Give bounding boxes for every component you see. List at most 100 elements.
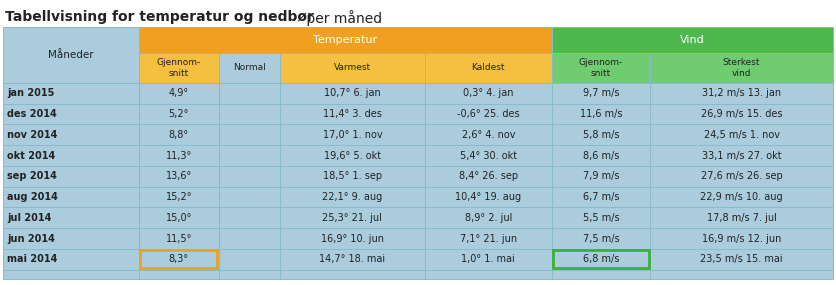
Bar (139, 187, 219, 207)
Bar (650, 228, 833, 249)
Bar (139, 249, 219, 270)
Bar (139, 166, 219, 187)
Bar (425, 249, 552, 270)
Bar (219, 125, 280, 145)
Bar (3, 187, 139, 207)
Text: 15,0°: 15,0° (166, 213, 192, 223)
Bar (552, 166, 650, 187)
Bar (280, 53, 425, 83)
Bar (280, 166, 425, 187)
Bar (139, 228, 219, 249)
Bar (650, 166, 833, 187)
Bar (425, 228, 552, 249)
Bar (3, 166, 139, 187)
Text: 14,7° 18. mai: 14,7° 18. mai (319, 255, 385, 264)
Text: 31,2 m/s 13. jan: 31,2 m/s 13. jan (702, 88, 781, 98)
Bar (139, 27, 552, 53)
Bar (650, 187, 833, 207)
Text: 11,5°: 11,5° (166, 234, 192, 244)
Text: Kaldest: Kaldest (472, 64, 505, 72)
Text: 5,5 m/s: 5,5 m/s (583, 213, 619, 223)
Bar (280, 207, 425, 228)
Text: Normal: Normal (232, 64, 266, 72)
Text: Varmest: Varmest (334, 64, 371, 72)
Bar (280, 228, 425, 249)
Bar (425, 104, 552, 125)
Text: 10,7° 6. jan: 10,7° 6. jan (324, 88, 380, 98)
Bar (280, 125, 425, 145)
Text: 10,4° 19. aug: 10,4° 19. aug (456, 192, 522, 202)
Text: Tabellvisning for temperatur og nedbør: Tabellvisning for temperatur og nedbør (5, 10, 314, 24)
Text: 2,6° 4. nov: 2,6° 4. nov (461, 130, 515, 140)
Bar (552, 83, 650, 104)
Bar (650, 145, 833, 166)
Text: okt 2014: okt 2014 (7, 150, 55, 161)
Bar (219, 228, 280, 249)
Text: jan 2015: jan 2015 (7, 88, 54, 98)
Text: 5,2°: 5,2° (169, 109, 189, 119)
Bar (139, 125, 219, 145)
Bar (650, 270, 833, 279)
Text: per måned: per måned (302, 10, 382, 26)
Text: 22,9 m/s 10. aug: 22,9 m/s 10. aug (701, 192, 782, 202)
Bar (552, 187, 650, 207)
Bar (280, 104, 425, 125)
Bar (3, 104, 139, 125)
Text: 16,9 m/s 12. jun: 16,9 m/s 12. jun (702, 234, 782, 244)
Bar (219, 145, 280, 166)
Text: Gjennom-
snitt: Gjennom- snitt (579, 58, 623, 78)
Bar (650, 104, 833, 125)
Bar (219, 270, 280, 279)
Text: 22,1° 9. aug: 22,1° 9. aug (322, 192, 383, 202)
Text: 15,2°: 15,2° (166, 192, 192, 202)
Text: 27,6 m/s 26. sep: 27,6 m/s 26. sep (701, 171, 782, 181)
Text: des 2014: des 2014 (7, 109, 57, 119)
Text: 7,1° 21. jun: 7,1° 21. jun (460, 234, 517, 244)
Text: 18,5° 1. sep: 18,5° 1. sep (323, 171, 382, 181)
Text: 11,4° 3. des: 11,4° 3. des (323, 109, 382, 119)
Bar (280, 83, 425, 104)
Bar (139, 53, 219, 83)
Text: Måneder: Måneder (48, 50, 94, 60)
Bar (552, 207, 650, 228)
Bar (3, 207, 139, 228)
Text: 4,9°: 4,9° (169, 88, 189, 98)
Bar (425, 83, 552, 104)
Text: 0,3° 4. jan: 0,3° 4. jan (463, 88, 513, 98)
Text: 9,7 m/s: 9,7 m/s (583, 88, 619, 98)
Bar (552, 125, 650, 145)
Bar (425, 166, 552, 187)
Text: 25,3° 21. jul: 25,3° 21. jul (323, 213, 382, 223)
Bar (552, 270, 650, 279)
Text: 5,8 m/s: 5,8 m/s (583, 130, 619, 140)
Bar (280, 249, 425, 270)
Bar (3, 125, 139, 145)
Bar (219, 83, 280, 104)
Text: 17,8 m/s 7. jul: 17,8 m/s 7. jul (706, 213, 777, 223)
Text: 7,5 m/s: 7,5 m/s (583, 234, 619, 244)
Bar (3, 228, 139, 249)
Text: 7,9 m/s: 7,9 m/s (583, 171, 619, 181)
Bar (3, 270, 139, 279)
Bar (280, 187, 425, 207)
Text: 17,0° 1. nov: 17,0° 1. nov (323, 130, 382, 140)
Text: Sterkest
vind: Sterkest vind (723, 58, 760, 78)
Bar (139, 145, 219, 166)
Text: jul 2014: jul 2014 (7, 213, 51, 223)
Bar (219, 249, 280, 270)
Bar (3, 27, 139, 83)
Bar (552, 228, 650, 249)
Text: 16,9° 10. jun: 16,9° 10. jun (321, 234, 384, 244)
Text: Temperatur: Temperatur (314, 35, 377, 45)
Text: 26,9 m/s 15. des: 26,9 m/s 15. des (701, 109, 782, 119)
Bar (552, 53, 650, 83)
Text: 8,9° 2. jul: 8,9° 2. jul (465, 213, 512, 223)
Bar (650, 125, 833, 145)
Text: 8,8°: 8,8° (169, 130, 189, 140)
Bar (280, 270, 425, 279)
Bar (219, 166, 280, 187)
Bar (3, 83, 139, 104)
Text: 8,3°: 8,3° (169, 255, 189, 264)
Text: 11,6 m/s: 11,6 m/s (579, 109, 622, 119)
Bar (219, 53, 280, 83)
